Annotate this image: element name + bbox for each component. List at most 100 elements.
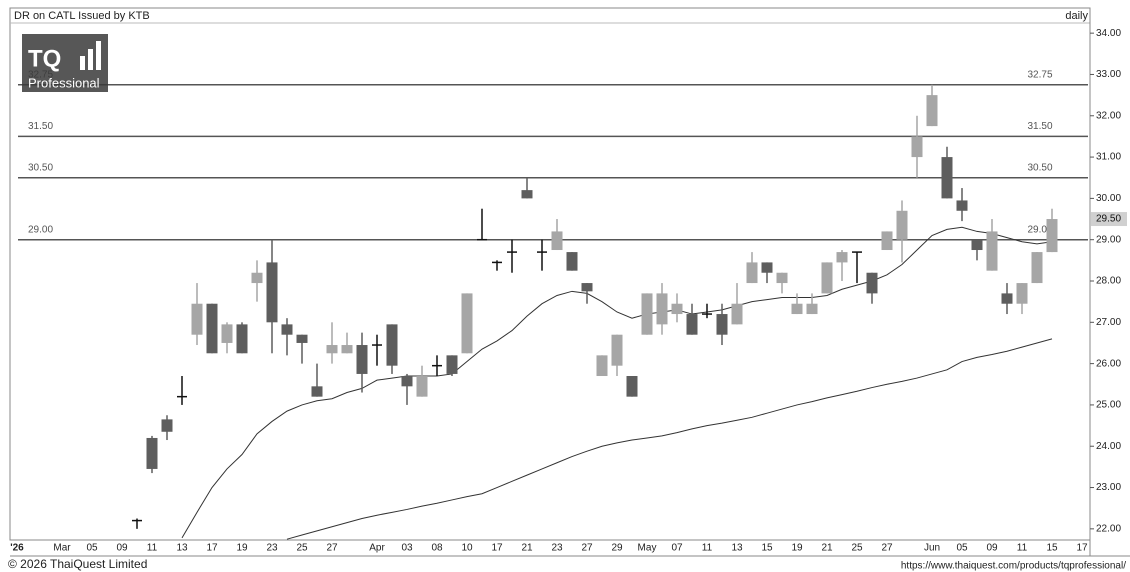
logo-bar — [80, 56, 85, 70]
candle-body — [356, 345, 368, 374]
logo-name: Professional — [28, 75, 100, 90]
last-price-label: 29.50 — [1096, 214, 1121, 225]
candle-body — [1031, 252, 1043, 284]
candle-body — [1016, 283, 1028, 304]
candle-body — [791, 303, 803, 315]
x-tick-label: 23 — [551, 543, 563, 554]
candle-body — [161, 419, 173, 432]
candle-body — [206, 303, 218, 354]
candle-body — [266, 262, 278, 323]
candle-body — [971, 239, 983, 251]
candle-body — [251, 272, 263, 284]
level-label: 30.50 — [28, 162, 53, 173]
x-tick-label: 23 — [266, 543, 278, 554]
candle-body — [716, 314, 728, 335]
candle-body — [641, 293, 653, 335]
candle-body — [326, 345, 338, 354]
candle-body — [596, 355, 608, 377]
x-tick-label: 07 — [671, 543, 683, 554]
y-tick-label: 29.00 — [1096, 234, 1121, 245]
candle-body — [836, 252, 848, 263]
chart-title: DR on CATL Issued by KTB — [14, 10, 150, 22]
candle-body — [146, 437, 158, 469]
candle-body — [926, 95, 938, 127]
candle-body — [776, 272, 788, 284]
y-tick-label: 23.00 — [1096, 482, 1121, 493]
level-label: 29.00 — [1027, 224, 1052, 235]
y-tick-label: 25.00 — [1096, 400, 1121, 411]
candle-body — [896, 210, 908, 240]
candle-body — [551, 231, 563, 251]
x-tick-label: 05 — [86, 543, 98, 554]
x-tick-label: 10 — [461, 543, 473, 554]
candle-body — [686, 314, 698, 335]
logo-bar — [88, 49, 93, 70]
plot-frame — [9, 7, 1091, 541]
x-tick-label: 05 — [956, 543, 968, 554]
candle-body — [941, 157, 953, 199]
x-tick-label: 19 — [236, 543, 248, 554]
moving-average — [286, 338, 1053, 540]
y-tick-label: 27.00 — [1096, 317, 1121, 328]
candle-body — [221, 324, 233, 343]
x-tick-label: Jun — [924, 543, 940, 554]
candle-body — [731, 303, 743, 325]
x-tick-label: 27 — [326, 543, 338, 554]
logo-box — [22, 34, 108, 92]
x-tick-label: 27 — [881, 543, 893, 554]
x-tick-label: Apr — [369, 543, 385, 554]
x-tick-label: 25 — [296, 543, 308, 554]
candle-body — [446, 355, 458, 374]
x-tick-label: '26 — [10, 543, 24, 554]
y-tick-label: 30.00 — [1096, 193, 1121, 204]
candle-body — [656, 293, 668, 325]
y-tick-label: 22.00 — [1096, 523, 1121, 534]
x-tick-label: 13 — [731, 543, 743, 554]
candle-body — [746, 262, 758, 284]
x-tick-label: 03 — [401, 543, 413, 554]
candle-body — [911, 136, 923, 158]
candle-body — [956, 200, 968, 211]
x-tick-label: 13 — [176, 543, 188, 554]
candle-body — [611, 334, 623, 366]
y-tick-label: 24.00 — [1096, 441, 1121, 452]
candle-body — [986, 231, 998, 271]
x-tick-label: 25 — [851, 543, 863, 554]
candle-body — [296, 334, 308, 343]
x-tick-label: May — [638, 543, 657, 554]
x-tick-label: 09 — [986, 543, 998, 554]
candle-body — [416, 376, 428, 397]
y-tick-label: 26.00 — [1096, 358, 1121, 369]
candle-body — [521, 190, 533, 199]
candle-body — [311, 386, 323, 397]
level-label: 31.50 — [1027, 121, 1052, 132]
x-tick-label: 11 — [702, 543, 713, 554]
logo-bar — [96, 41, 101, 70]
x-tick-label: 17 — [206, 543, 218, 554]
level-label: 32.75 — [1027, 69, 1052, 80]
candle-body — [236, 324, 248, 354]
y-tick-label: 34.00 — [1096, 28, 1121, 39]
logo-mark: TQ — [28, 45, 61, 72]
candle-body — [761, 262, 773, 273]
y-tick-label: 28.00 — [1096, 276, 1121, 287]
x-tick-label: 21 — [821, 543, 833, 554]
candle-body — [461, 293, 473, 354]
x-tick-label: Mar — [53, 543, 71, 554]
candle-body — [386, 324, 398, 366]
level-label: 31.50 — [28, 121, 53, 132]
candle-body — [881, 231, 893, 251]
candle-body — [341, 345, 353, 354]
candle-body — [626, 376, 638, 397]
candle-body — [866, 272, 878, 294]
candle-body — [1046, 219, 1058, 253]
y-tick-label: 31.00 — [1096, 152, 1121, 163]
logo: TQ Professional — [22, 34, 108, 92]
candle-body — [806, 303, 818, 315]
copyright: © 2026 ThaiQuest Limited — [8, 557, 147, 571]
moving-average — [181, 226, 1053, 539]
candle-body — [1001, 293, 1013, 304]
last-price-box — [1091, 212, 1127, 227]
period: daily — [1065, 10, 1088, 22]
plot: 22.00 23.00 24.00 25.00 26.00 27.00 28.00 29.00… — [10, 28, 1127, 554]
